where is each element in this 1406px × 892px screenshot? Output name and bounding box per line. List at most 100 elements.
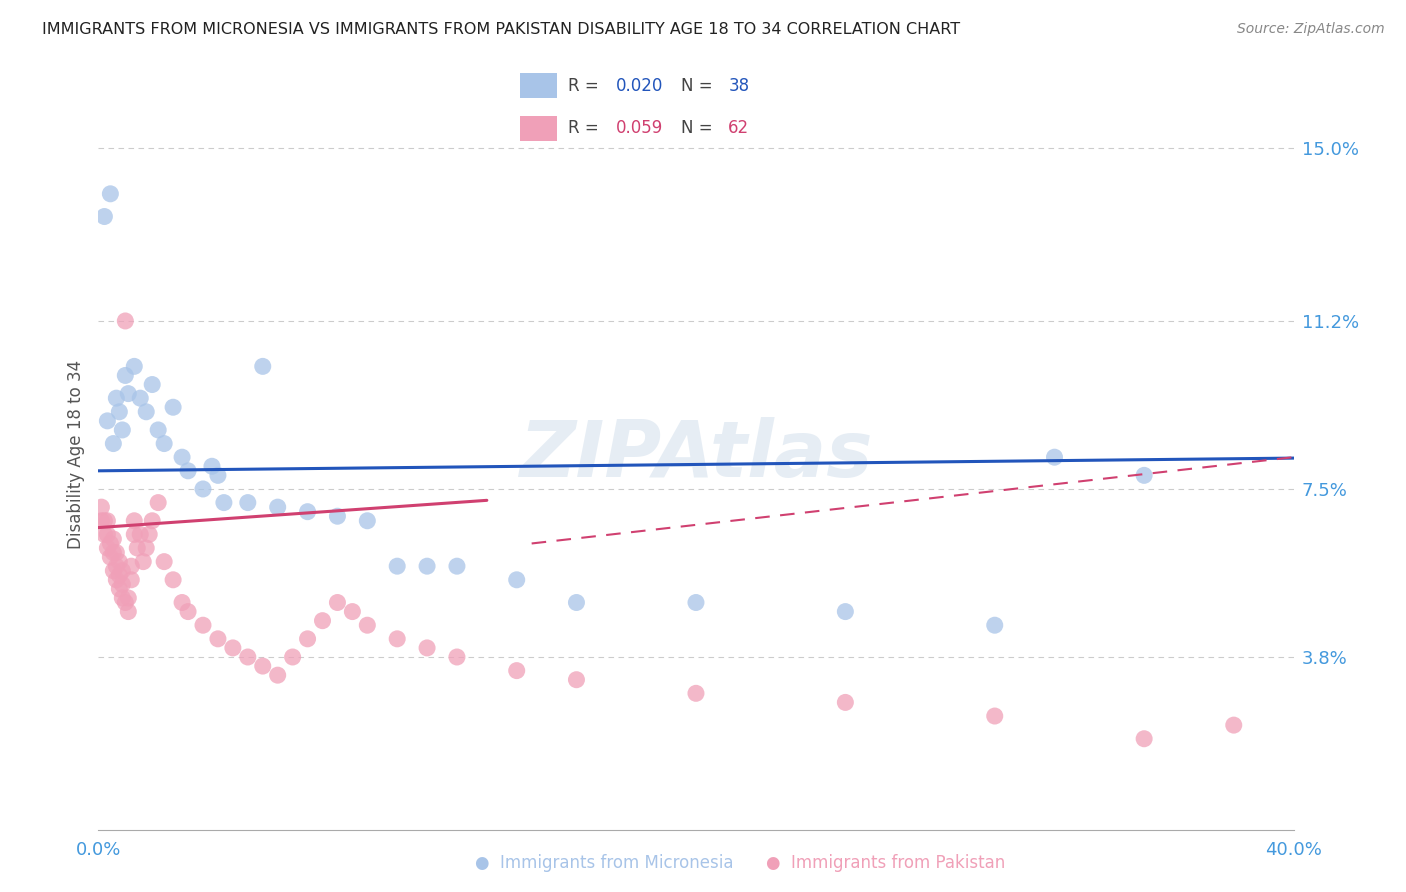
Text: R =: R = [568,120,605,137]
Point [127,541,149,555]
Point [148,423,170,437]
Point [124,359,146,374]
Point [114,595,136,609]
Point [117,591,139,605]
Point [111,423,134,437]
Text: ●  Immigrants from Micronesia: ● Immigrants from Micronesia [475,855,734,872]
Point [356,514,378,528]
Point [1133,468,1156,483]
Point [416,559,439,574]
Point [153,555,176,569]
Point [96,541,118,555]
Point [281,650,304,665]
Bar [520,73,557,98]
Point [342,605,364,619]
Point [834,695,856,709]
Point [114,368,136,383]
Point [172,595,194,609]
Point [565,595,588,609]
Point [135,541,157,555]
Point [191,618,214,632]
Point [311,614,333,628]
Point [141,377,163,392]
Text: Source: ZipAtlas.com: Source: ZipAtlas.com [1237,22,1385,37]
Point [834,605,856,619]
Point [105,573,128,587]
Point [111,564,134,578]
Point [162,401,184,415]
Text: N =: N = [681,120,717,137]
Text: 0.059: 0.059 [616,120,664,137]
Point [685,595,707,609]
Point [135,405,157,419]
Point [105,545,128,559]
Point [108,568,131,582]
Point [105,559,128,574]
Point [506,664,529,678]
Point [236,495,259,509]
Point [984,709,1007,723]
Point [93,514,115,528]
Point [98,536,122,550]
Point [326,595,349,609]
Point [252,659,274,673]
Point [297,505,319,519]
Point [124,527,146,541]
Text: IMMIGRANTS FROM MICRONESIA VS IMMIGRANTS FROM PAKISTAN DISABILITY AGE 18 TO 34 C: IMMIGRANTS FROM MICRONESIA VS IMMIGRANTS… [42,22,960,37]
Point [103,545,125,559]
Point [120,559,142,574]
Point [1223,718,1246,732]
Point [385,632,409,646]
Point [446,559,468,574]
Point [98,550,122,565]
Point [222,640,245,655]
Point [252,359,274,374]
Text: R =: R = [568,77,605,95]
Point [103,564,125,578]
Point [129,527,152,541]
Point [385,559,409,574]
Bar [520,116,557,141]
Point [191,482,214,496]
Point [114,314,136,328]
Point [108,405,131,419]
Point [172,450,194,465]
Point [207,632,229,646]
Point [117,605,139,619]
Text: ●  Immigrants from Pakistan: ● Immigrants from Pakistan [766,855,1005,872]
Point [267,668,290,682]
Point [297,632,319,646]
Point [1043,450,1066,465]
Point [207,468,229,483]
Text: 0.020: 0.020 [616,77,664,95]
Text: 38: 38 [728,77,749,95]
Point [177,605,200,619]
Point [162,573,184,587]
Point [148,495,170,509]
Point [141,514,163,528]
Point [685,686,707,700]
Point [96,527,118,541]
Point [108,555,131,569]
Point [90,500,112,515]
Point [90,514,112,528]
Point [201,459,224,474]
Point [177,464,200,478]
Point [108,582,131,596]
Point [153,436,176,450]
Point [105,391,128,405]
Point [267,500,290,515]
Text: 62: 62 [728,120,749,137]
Point [98,186,122,201]
Point [103,436,125,450]
Point [117,386,139,401]
Point [1133,731,1156,746]
Point [132,555,155,569]
Text: N =: N = [681,77,717,95]
Point [984,618,1007,632]
Point [93,527,115,541]
Point [236,650,259,665]
Y-axis label: Disability Age 18 to 34: Disability Age 18 to 34 [66,360,84,549]
Point [506,573,529,587]
Point [111,591,134,605]
